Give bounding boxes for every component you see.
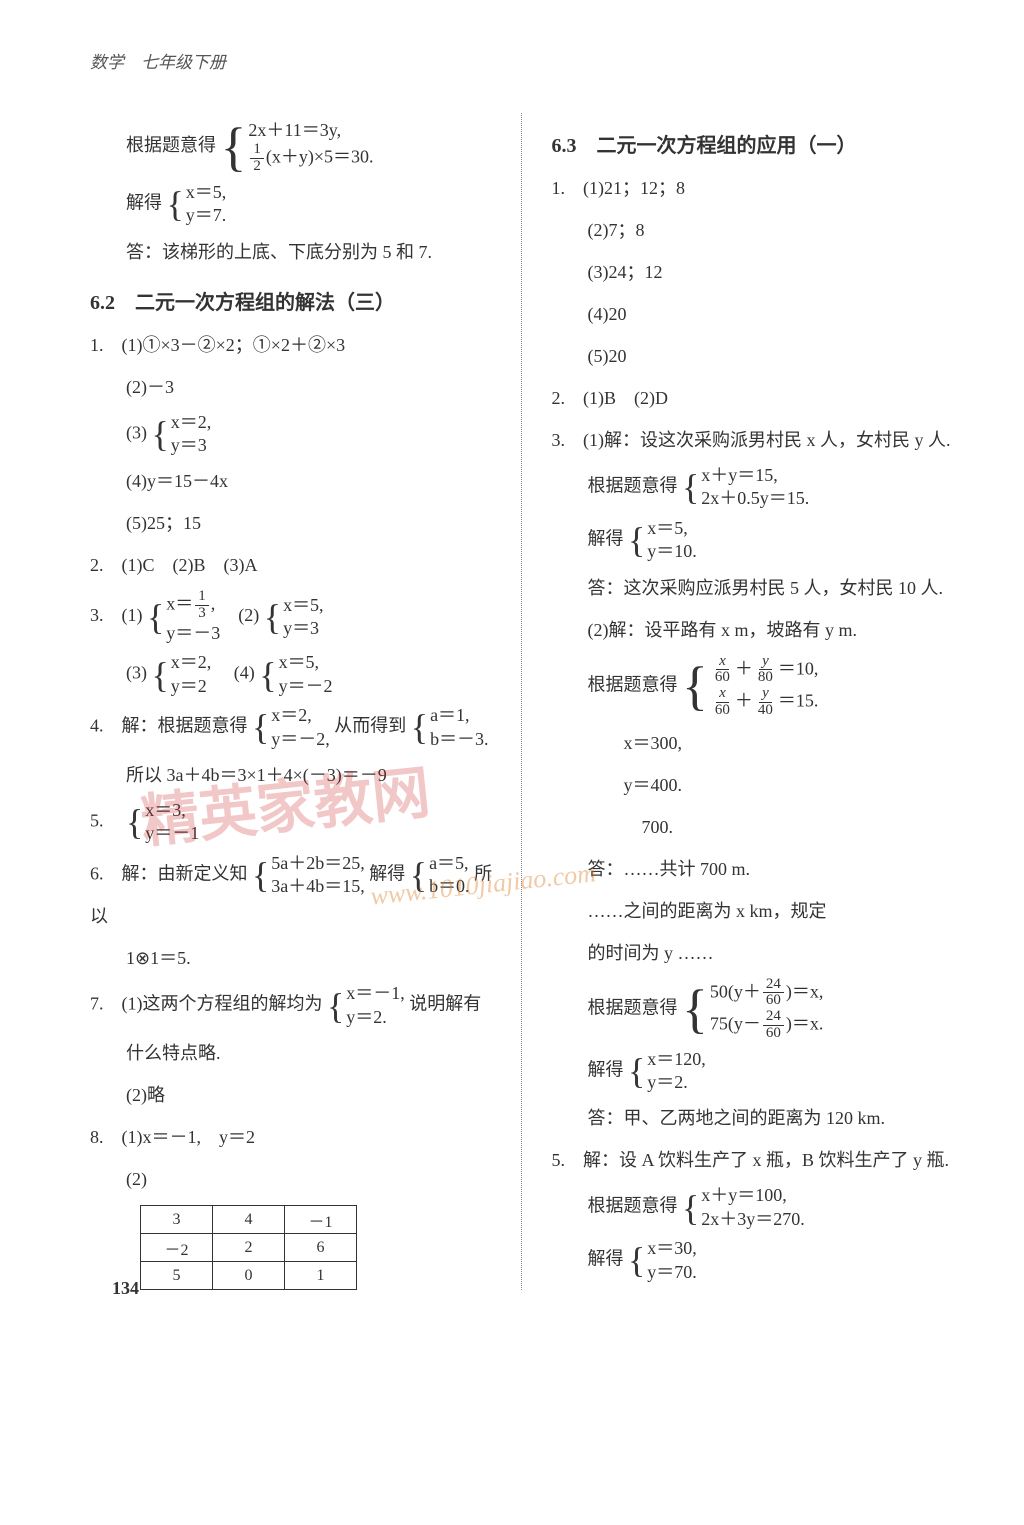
- l-q7-c: (2)略: [90, 1077, 503, 1113]
- l-q5: 5. { x＝3, y＝－1: [90, 799, 503, 846]
- l-q1-5: (5)25；15: [90, 505, 503, 541]
- r-q1-3: (3)24；12: [552, 254, 965, 290]
- l-q6-a: 6. 解：由新定义知 { 5a＋2b＝25, 3a＋4b＝15, 解得 { a＝…: [90, 852, 503, 935]
- r-q3-i: ……之间的距离为 x km，规定: [552, 893, 965, 929]
- r-q3-g1: x＝300,: [552, 725, 965, 761]
- r-q1-4: (4)20: [552, 296, 965, 332]
- r-q5-c: 解得 { x＝30, y＝70.: [552, 1237, 965, 1284]
- r-q3-e: (2)解：设平路有 x m，坡路有 y m.: [552, 612, 965, 648]
- table-row: －226: [141, 1234, 357, 1262]
- l-q3-row2: (3) { x＝2, y＝2 (4) { x＝5, y＝－2: [90, 651, 503, 698]
- l-q6-b: 1⊗1＝5.: [90, 940, 503, 976]
- l-q1-2: (2)－3: [90, 369, 503, 405]
- r-q3-f: 根据题意得 { x60＋y80＝10, x60＋y40＝15.: [552, 654, 965, 719]
- intro-answer: 答：该梯形的上底、下底分别为 5 和 7.: [90, 234, 503, 270]
- section-6-3-title: 6.3 二元一次方程组的应用（一）: [552, 129, 965, 158]
- l-q4-a: 4. 解：根据题意得 { x＝2, y＝－2, 从而得到 { a＝1, b＝－3…: [90, 704, 503, 751]
- intro-eq1: 根据题意得 { 2x＋11＝3y, 12(x＋y)×5＝30.: [90, 119, 503, 175]
- l-q7-a: 7. (1)这两个方程组的解均为 { x＝－1, y＝2. 说明解有: [90, 982, 503, 1029]
- r-q3-l: 解得 { x＝120, y＝2.: [552, 1048, 965, 1095]
- r-q2: 2. (1)B (2)D: [552, 380, 965, 416]
- l-q8-b: (2): [90, 1161, 503, 1197]
- left-column: 根据题意得 { 2x＋11＝3y, 12(x＋y)×5＝30. 解得 { x＝5…: [90, 113, 522, 1290]
- intro-sol: 解得 { x＝5, y＝7.: [90, 181, 503, 228]
- l-q3-row1: 3. (1) { x＝13, y＝－3 (2) { x＝5, y＝3: [90, 589, 503, 645]
- r-q3-g3: 700.: [552, 809, 965, 845]
- section-6-2-title: 6.2 二元一次方程组的解法（三）: [90, 286, 503, 315]
- right-column: 6.3 二元一次方程组的应用（一） 1. (1)21；12；8 (2)7；8 (…: [546, 113, 965, 1290]
- table-row: 501: [141, 1262, 357, 1290]
- r-q3-a: 3. (1)解：设这次采购派男村民 x 人，女村民 y 人.: [552, 422, 965, 458]
- r-q1-5: (5)20: [552, 338, 965, 374]
- r-q3-c: 解得 { x＝5, y＝10.: [552, 517, 965, 564]
- r-q1-2: (2)7；8: [552, 212, 965, 248]
- r-q3-m: 答：甲、乙两地之间的距离为 120 km.: [552, 1100, 965, 1136]
- r-q3-g2: y＝400.: [552, 767, 965, 803]
- q8-table: 34－1 －226 501: [140, 1205, 357, 1290]
- r-q3-j: 的时间为 y ……: [552, 935, 965, 971]
- r-q5-b: 根据题意得 { x＋y＝100, 2x＋3y＝270.: [552, 1184, 965, 1231]
- r-q1-1: 1. (1)21；12；8: [552, 170, 965, 206]
- r-q3-b: 根据题意得 { x＋y＝15, 2x＋0.5y＝15.: [552, 464, 965, 511]
- content-columns: 根据题意得 { 2x＋11＝3y, 12(x＋y)×5＝30. 解得 { x＝5…: [90, 113, 964, 1290]
- table-row: 34－1: [141, 1206, 357, 1234]
- l-q1-1: 1. (1)①×3－②×2；①×2＋②×3: [90, 327, 503, 363]
- r-q3-k: 根据题意得 { 50(y＋2460)＝x, 75(y－2460)＝x.: [552, 977, 965, 1042]
- r-q3-d: 答：这次采购应派男村民 5 人，女村民 10 人.: [552, 570, 965, 606]
- l-q2: 2. (1)C (2)B (3)A: [90, 547, 503, 583]
- page-number: 134: [100, 1275, 151, 1302]
- page: 数学 七年级下册 精英家教网 www.1010jiajiao.com 根据题意得…: [0, 0, 1024, 1320]
- page-header: 数学 七年级下册: [90, 48, 964, 73]
- l-q7-b: 什么特点略.: [90, 1035, 503, 1071]
- r-q3-h: 答：……共计 700 m.: [552, 851, 965, 887]
- r-q5-a: 5. 解：设 A 饮料生产了 x 瓶，B 饮料生产了 y 瓶.: [552, 1142, 965, 1178]
- l-q4-b: 所以 3a＋4b＝3×1＋4×(－3)＝－9: [90, 757, 503, 793]
- l-q1-4: (4)y＝15－4x: [90, 463, 503, 499]
- l-q1-3: (3) { x＝2, y＝3: [90, 411, 503, 458]
- l-q8-a: 8. (1)x＝－1, y＝2: [90, 1119, 503, 1155]
